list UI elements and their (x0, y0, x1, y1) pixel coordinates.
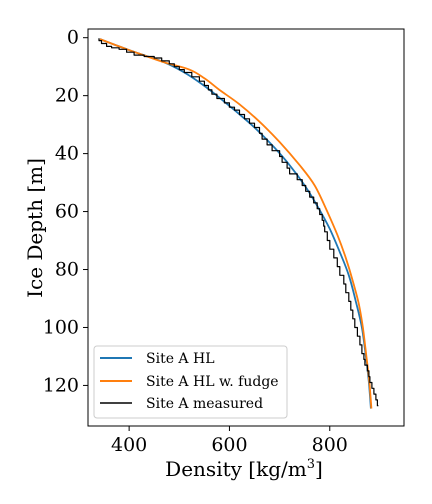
y-tick-label: 20 (55, 85, 79, 107)
legend-label-site-a-hl: Site A HL (146, 351, 215, 367)
legend-box (93, 345, 288, 419)
y-tick-label: 0 (67, 27, 79, 49)
x-ticks: 400 600 800 (111, 426, 348, 456)
x-axis-title: Density [kg/m3] (165, 457, 323, 481)
legend-label-site-a-hl-fudge: Site A HL w. fudge (146, 374, 279, 390)
x-tick-label: 600 (211, 434, 247, 456)
y-tick-label: 80 (55, 259, 79, 281)
x-tick-label: 800 (312, 434, 348, 456)
series-line-site-a-hl-fudge (99, 38, 373, 409)
y-tick-label: 40 (55, 143, 79, 165)
x-axis-title-superscript: 3 (307, 457, 315, 472)
y-axis-title: Ice Depth [m] (23, 158, 47, 298)
plot-frame (87, 28, 405, 427)
y-tick-label: 120 (43, 374, 79, 396)
series-line-site-a-hl (99, 38, 372, 409)
x-tick-label: 400 (111, 434, 147, 456)
y-tick-label: 60 (55, 201, 79, 223)
legend: Site A HL Site A HL w. fudge Site A meas… (93, 345, 288, 419)
y-tick-label: 100 (43, 316, 79, 338)
series-layer (98, 38, 379, 409)
legend-label-site-a-measured: Site A measured (146, 396, 263, 412)
y-ticks: 0 20 40 60 80 100 120 (43, 27, 88, 396)
series-line-site-a-measured (98, 38, 379, 407)
